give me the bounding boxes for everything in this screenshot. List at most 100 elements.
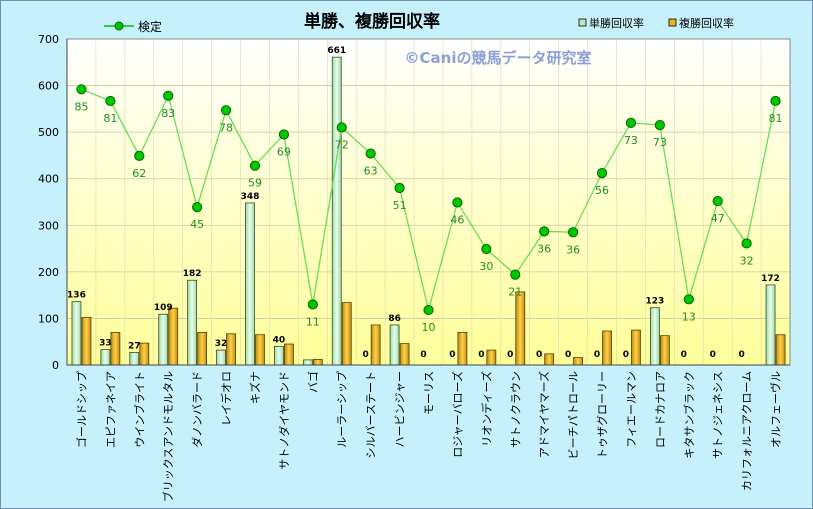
x-category-label: カリフォルニアクローム bbox=[741, 371, 754, 491]
bar-win-label: 0 bbox=[449, 350, 455, 360]
x-category-label: ロジャーバローズ bbox=[450, 371, 464, 458]
line-point bbox=[596, 168, 608, 179]
line-point bbox=[510, 269, 521, 280]
bar-win-label: 348 bbox=[241, 192, 260, 202]
x-category-label: バゴ bbox=[306, 371, 320, 393]
x-category-label: サトノジェネシス bbox=[712, 371, 725, 459]
legend-swatch-place bbox=[668, 18, 677, 27]
legend-label-line: 検定 bbox=[138, 19, 162, 34]
bar-win-label: 33 bbox=[99, 339, 112, 349]
chart-title: 単勝、複勝回収率 bbox=[304, 11, 440, 32]
line-point-label: 73 bbox=[624, 134, 638, 147]
bar-place bbox=[775, 334, 786, 366]
bar-win-label: 0 bbox=[710, 350, 716, 360]
y-tick-label: 700 bbox=[38, 33, 59, 46]
bar-win bbox=[158, 313, 169, 366]
bar-win-label: 0 bbox=[507, 350, 513, 360]
y-tick-label: 200 bbox=[38, 266, 59, 279]
bar-win-label: 27 bbox=[128, 341, 141, 351]
bar-win-label: 32 bbox=[215, 339, 228, 349]
bar-place bbox=[197, 331, 208, 366]
bar-win-label: 0 bbox=[363, 350, 369, 360]
line-point-label: 51 bbox=[393, 199, 407, 212]
line-point bbox=[481, 243, 492, 255]
line-point-label: 32 bbox=[740, 254, 754, 267]
line-point-label: 81 bbox=[769, 112, 783, 125]
line-point bbox=[770, 95, 781, 107]
bar-win-label: 0 bbox=[565, 350, 571, 360]
bar-win-label: 0 bbox=[623, 350, 629, 360]
watermark: ©Caniの競馬データ研究室 bbox=[405, 49, 592, 67]
bar-place bbox=[544, 353, 555, 366]
y-tick-label: 300 bbox=[38, 219, 59, 232]
line-point bbox=[307, 299, 318, 310]
x-category-label: トゥザグローリー bbox=[595, 371, 609, 459]
line-point-label: 69 bbox=[277, 145, 291, 158]
x-category-label: ルーラーシップ bbox=[336, 371, 349, 448]
bar-place bbox=[139, 342, 150, 366]
x-category-label: モーリス bbox=[423, 371, 436, 415]
bar-win bbox=[245, 202, 255, 366]
bar-win-label: 109 bbox=[154, 303, 173, 313]
x-category-label: オルフェーヴル bbox=[769, 371, 783, 448]
line-point-label: 81 bbox=[103, 112, 117, 125]
bar-win bbox=[187, 279, 198, 366]
line-point-label: 72 bbox=[335, 138, 349, 151]
bar-place bbox=[486, 349, 497, 366]
line-point-label: 46 bbox=[450, 213, 464, 226]
line-point-label: 36 bbox=[537, 242, 551, 255]
bar-place bbox=[255, 334, 265, 366]
legend-label-place: 複勝回収率 bbox=[679, 16, 734, 30]
bar-win bbox=[302, 359, 313, 366]
bar-place bbox=[110, 331, 121, 366]
bar-win-label: 123 bbox=[645, 297, 664, 307]
x-category-label: ゴールドシップ bbox=[74, 371, 88, 448]
bar-place bbox=[168, 307, 179, 366]
line-point bbox=[654, 120, 665, 131]
x-category-label: ダノンバラード bbox=[190, 371, 204, 448]
bar-place bbox=[81, 317, 92, 366]
bar-win-label: 0 bbox=[536, 350, 542, 360]
x-category-label: キタサンブラック bbox=[682, 371, 696, 459]
y-tick-label: 100 bbox=[38, 312, 59, 325]
bar-win bbox=[649, 307, 660, 366]
line-point bbox=[192, 202, 203, 213]
line-point bbox=[712, 195, 723, 207]
bar-place bbox=[515, 291, 526, 366]
bar-place bbox=[659, 335, 670, 366]
legend: 検定 単勝回収率 複勝回収率 bbox=[104, 16, 734, 34]
line-point bbox=[625, 117, 637, 128]
legend-label-win: 単勝回収率 bbox=[589, 16, 644, 30]
line-point bbox=[134, 150, 145, 161]
line-point bbox=[741, 238, 752, 249]
line-point-label: 21 bbox=[508, 286, 522, 299]
line-point bbox=[365, 148, 376, 159]
y-tick-label: 600 bbox=[38, 80, 59, 93]
legend-dot-marker bbox=[114, 21, 124, 31]
line-point-label: 36 bbox=[566, 243, 580, 256]
x-category-label: サトノダイヤモンド bbox=[277, 371, 291, 470]
bar-place bbox=[573, 357, 583, 366]
line-point bbox=[105, 95, 116, 107]
line-point-label: 83 bbox=[161, 107, 175, 120]
line-point bbox=[76, 84, 87, 95]
line-point bbox=[423, 304, 434, 316]
line-point-label: 59 bbox=[248, 177, 262, 190]
x-category-label: ビーチパトロール bbox=[567, 371, 580, 459]
bar-win bbox=[331, 56, 342, 366]
line-point-label: 13 bbox=[682, 310, 696, 323]
bar-win bbox=[129, 352, 140, 366]
line-point bbox=[683, 294, 694, 305]
line-point-label: 73 bbox=[653, 136, 667, 149]
line-point-label: 45 bbox=[190, 218, 204, 231]
bar-win-label: 0 bbox=[420, 350, 426, 360]
line-point-label: 85 bbox=[74, 100, 88, 113]
line-point bbox=[394, 182, 405, 194]
bar-win-label: 0 bbox=[478, 350, 484, 360]
bar-place bbox=[283, 343, 294, 366]
y-tick-label: 500 bbox=[38, 126, 59, 139]
line-point bbox=[452, 197, 463, 208]
bar-win-label: 0 bbox=[738, 350, 744, 360]
x-category-label: シルバーステート bbox=[365, 371, 378, 458]
